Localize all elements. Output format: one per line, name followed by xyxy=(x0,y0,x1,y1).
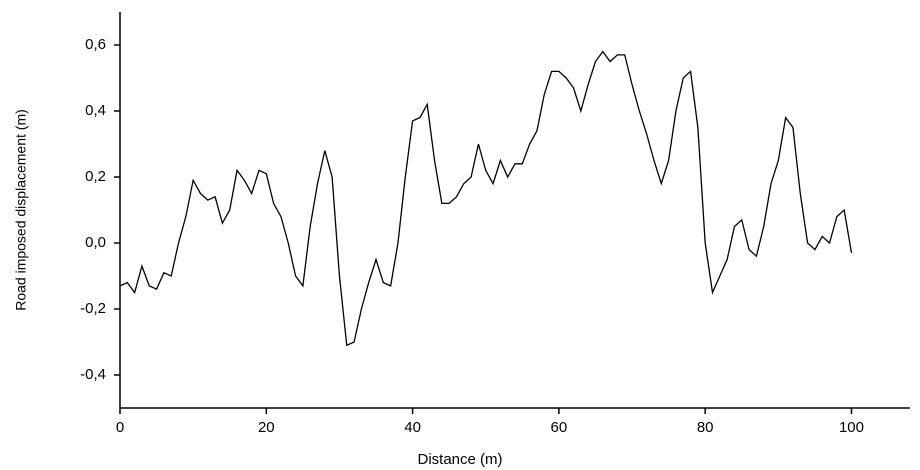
y-tick-label: -0,4 xyxy=(80,366,106,383)
x-tick-label: 100 xyxy=(839,419,864,436)
x-tick-label: 60 xyxy=(551,419,568,436)
x-tick-label: 40 xyxy=(404,419,421,436)
y-axis-label: Road imposed displacement (m) xyxy=(13,109,29,311)
x-tick-label: 80 xyxy=(697,419,714,436)
y-tick-label: 0,6 xyxy=(85,36,106,53)
x-axis-label: Distance (m) xyxy=(417,451,502,468)
x-tick-label: 20 xyxy=(258,419,275,436)
y-tick-label: -0,2 xyxy=(80,300,106,317)
x-tick-label: 0 xyxy=(116,419,124,436)
data-line xyxy=(119,50,853,347)
y-tick-label: 0,4 xyxy=(85,102,106,119)
y-tick-label: 0,2 xyxy=(85,168,106,185)
y-tick-label: 0,0 xyxy=(85,234,106,251)
